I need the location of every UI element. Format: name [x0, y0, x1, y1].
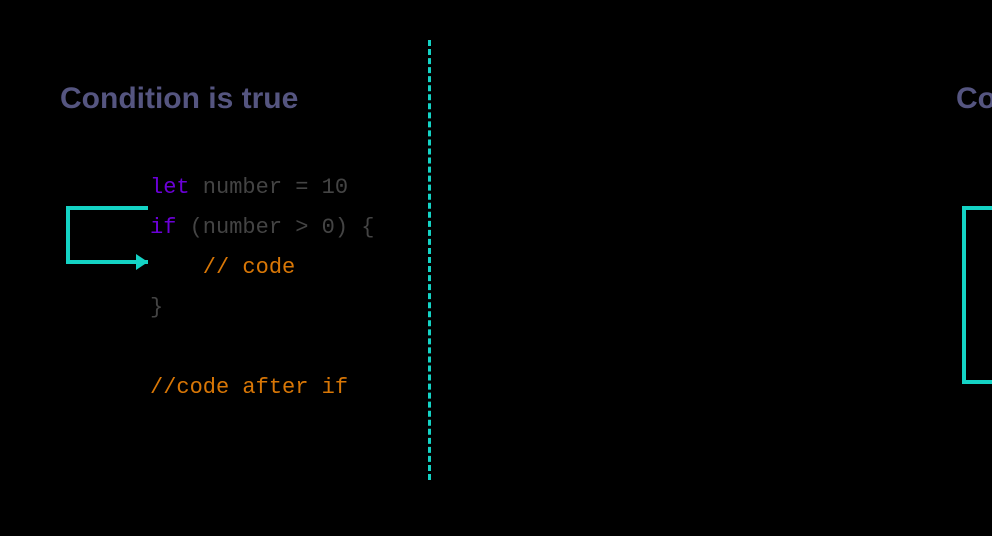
code-line: //code after if	[150, 368, 374, 408]
arrow-head-icon	[136, 254, 148, 270]
arrow-line	[964, 208, 992, 382]
heading-false: Condition is false	[956, 82, 992, 116]
code-token-default: }	[150, 295, 163, 320]
code-line: }	[150, 288, 374, 328]
panel-true: Condition is true let number = 10if (num…	[0, 0, 496, 536]
flow-arrow-true	[60, 200, 160, 280]
code-token-comment: //code after if	[150, 375, 348, 400]
code-token-default: number = 10	[190, 175, 348, 200]
heading-true: Condition is true	[60, 82, 298, 116]
code-block-true: let number = 10if (number > 0) { // code…	[150, 168, 374, 408]
code-token-keyword: let	[150, 175, 190, 200]
code-line	[150, 328, 374, 368]
code-token-default: (number > 0) {	[176, 215, 374, 240]
code-line: // code	[150, 248, 374, 288]
code-token-comment: // code	[150, 255, 295, 280]
code-line: let number = 10	[150, 168, 374, 208]
panel-false: Condition is false let number = -5if (nu…	[496, 0, 992, 536]
code-line: if (number > 0) {	[150, 208, 374, 248]
arrow-line	[68, 208, 148, 262]
flow-arrow-false	[956, 200, 992, 400]
